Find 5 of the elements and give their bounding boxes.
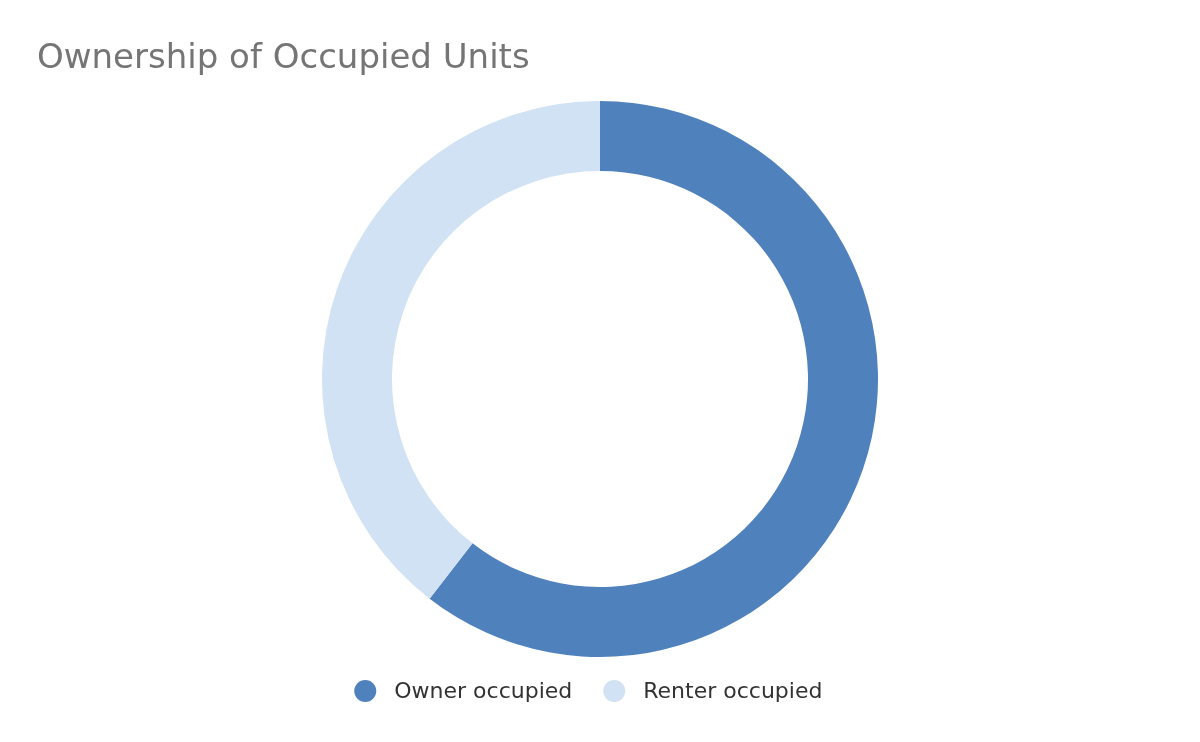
legend-label: Owner occupied xyxy=(394,678,573,703)
donut-slice xyxy=(429,101,878,657)
legend-label: Renter occupied xyxy=(643,678,823,703)
chart-title: Ownership of Occupied Units xyxy=(37,36,530,76)
donut-slice xyxy=(322,101,600,599)
